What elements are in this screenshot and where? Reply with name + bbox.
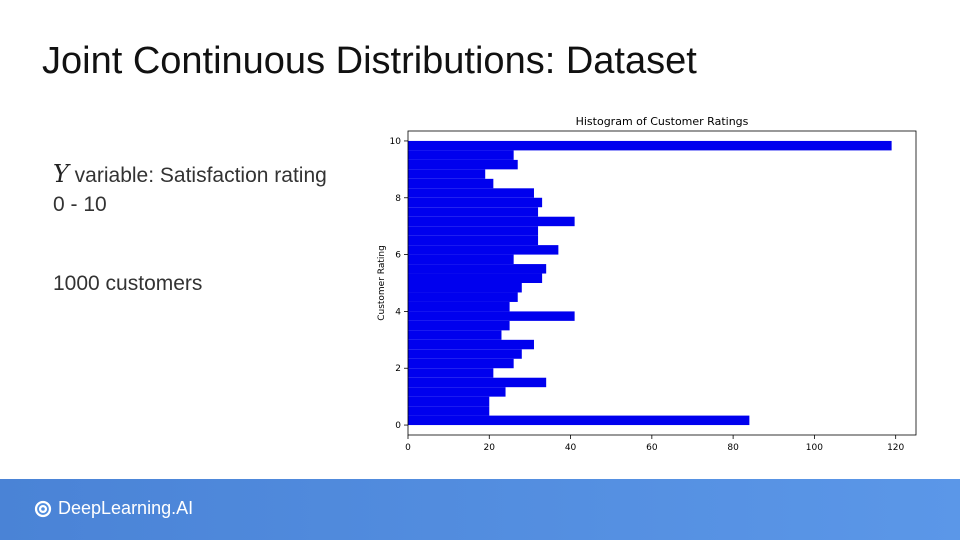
y-tick-label: 8	[395, 194, 401, 204]
histogram-bar	[408, 330, 502, 340]
y-tick-label: 10	[390, 137, 402, 147]
slide-bullets: Y variable: Satisfaction rating 0 - 10 1…	[53, 160, 383, 298]
footer-bar: DeepLearning.AI	[0, 479, 960, 540]
chart-title: Histogram of Customer Ratings	[576, 115, 749, 128]
y-variable-line: Y variable: Satisfaction rating	[53, 160, 383, 190]
x-tick-label: 20	[484, 443, 496, 453]
histogram-bar	[408, 406, 490, 416]
histogram-bar	[408, 377, 547, 388]
histogram-bar	[408, 320, 510, 331]
plot-frame	[407, 130, 917, 436]
histogram-bar	[408, 273, 543, 283]
histogram-bar	[408, 216, 575, 227]
histogram-bar	[408, 188, 534, 198]
deeplearning-logo-icon	[34, 500, 52, 517]
histogram-bar	[408, 178, 494, 189]
histogram-bar	[408, 339, 534, 350]
rating-range: 0 - 10	[53, 193, 107, 216]
y-variable-symbol: Y	[53, 160, 69, 188]
histogram-bar	[408, 169, 486, 179]
histogram-bar	[408, 235, 539, 246]
histogram-bar	[408, 301, 510, 312]
histogram-bar	[408, 349, 522, 359]
histogram-bar	[408, 264, 547, 274]
histogram-bar	[408, 140, 892, 151]
histogram-bar	[408, 387, 506, 397]
histogram-bar	[408, 368, 494, 378]
histogram-bar	[408, 254, 514, 265]
y-tick-label: 4	[395, 307, 401, 317]
slide-title: Joint Continuous Distributions: Dataset	[42, 40, 697, 82]
y-tick-label: 2	[395, 364, 401, 374]
histogram-bar	[408, 197, 543, 208]
histogram-bar	[408, 150, 514, 160]
x-tick-label: 40	[565, 443, 577, 453]
histogram-bar	[408, 292, 518, 302]
histogram-bar	[408, 396, 490, 407]
histogram-bar	[408, 283, 522, 293]
histogram-bar	[408, 311, 575, 321]
histogram-chart: 0 20 40 60 80 100 120 0 2 4 6 8 10 Histogram of Custo…	[377, 115, 917, 453]
x-tick-label: 120	[887, 443, 904, 453]
y-variable-description: variable: Satisfaction rating	[68, 164, 327, 187]
histogram-bar	[408, 207, 539, 217]
brand-logo[interactable]: DeepLearning.AI	[34, 498, 193, 519]
x-tick-label: 100	[806, 443, 823, 453]
y-tick-label: 0	[395, 421, 401, 431]
y-axis-label: Customer Rating	[377, 245, 387, 321]
histogram-bar	[408, 159, 518, 170]
histogram-bar	[408, 245, 559, 255]
histogram-bar	[408, 358, 514, 369]
x-tick-label: 60	[646, 443, 658, 453]
customer-count: 1000 customers	[53, 272, 203, 295]
y-tick-label: 6	[395, 251, 401, 261]
brand-name: DeepLearning.AI	[58, 498, 194, 518]
x-tick-label: 80	[727, 443, 739, 453]
x-tick-label: 0	[405, 443, 411, 453]
histogram-bar	[408, 226, 539, 236]
histogram-bar	[408, 415, 750, 426]
